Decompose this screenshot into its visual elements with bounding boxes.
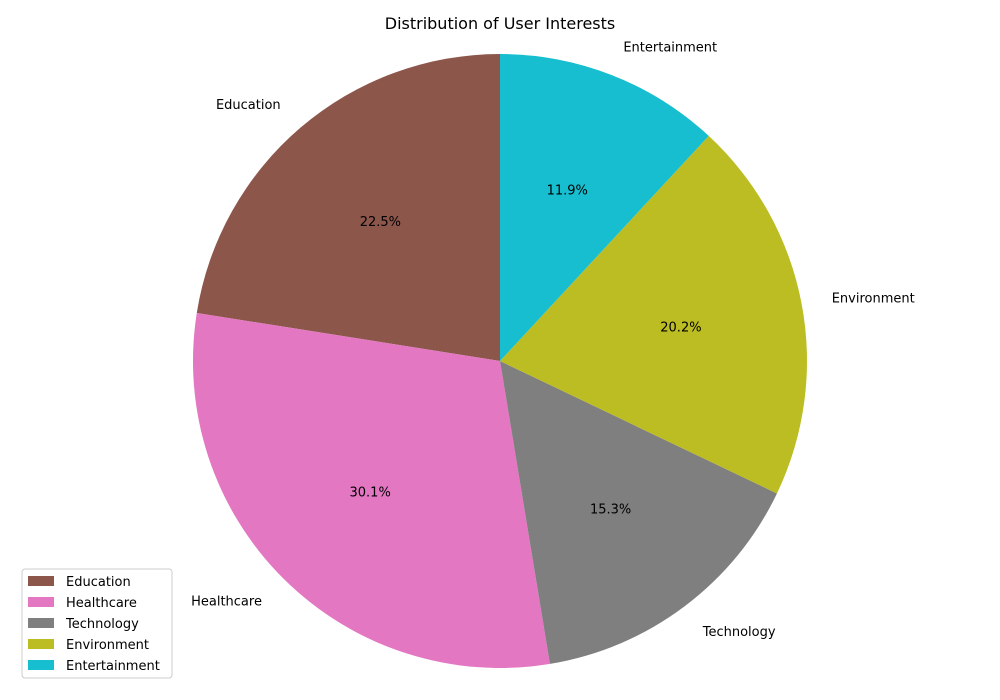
legend-label-technology: Technology: [65, 617, 139, 632]
chart-title: Distribution of User Interests: [385, 14, 615, 33]
legend-label-environment: Environment: [66, 638, 149, 653]
legend-label-education: Education: [66, 575, 131, 590]
legend: Education Healthcare Technology Environment…: [21, 568, 173, 679]
pie-slice-education: [196, 54, 501, 361]
pie-slice-technology: [500, 361, 777, 664]
pie-slice-healthcare: [192, 312, 550, 669]
slice-label-entertainment: Entertainment: [623, 41, 717, 56]
pie-labels: 22.5% Education 30.1% Healthcare 15.3% Techno…: [191, 41, 915, 640]
pct-label-entertainment: 11.9%: [547, 184, 588, 199]
legend-swatch-healthcare: [28, 597, 54, 607]
legend-swatch-education: [28, 576, 54, 586]
legend-swatch-entertainment: [28, 660, 54, 670]
slice-label-education: Education: [216, 98, 281, 113]
slice-label-environment: Environment: [832, 292, 915, 307]
pct-label-education: 22.5%: [360, 215, 401, 230]
pct-label-environment: 20.2%: [660, 320, 701, 335]
pie-slices: [192, 54, 807, 669]
legend-swatch-technology: [28, 618, 54, 628]
pct-label-healthcare: 30.1%: [350, 486, 391, 501]
slice-label-technology: Technology: [702, 625, 776, 640]
slice-label-healthcare: Healthcare: [191, 595, 262, 610]
pie-slice-environment: [500, 135, 807, 494]
pct-label-technology: 15.3%: [590, 502, 631, 517]
legend-label-entertainment: Entertainment: [66, 659, 160, 674]
legend-label-healthcare: Healthcare: [66, 596, 137, 611]
legend-swatch-environment: [28, 639, 54, 649]
legend-box: [21, 568, 173, 679]
pie-slice-entertainment: [500, 54, 709, 361]
